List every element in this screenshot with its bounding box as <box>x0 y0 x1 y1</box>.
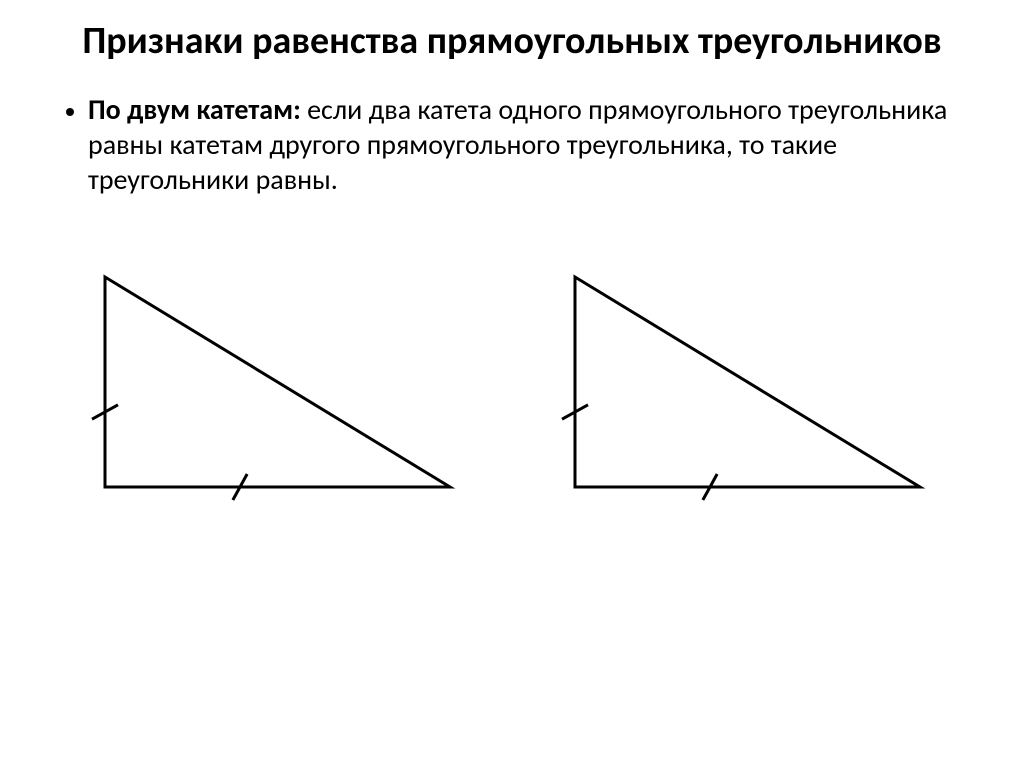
triangle-left <box>80 267 460 507</box>
bullet-dot-icon <box>66 108 74 116</box>
page-title: Признаки равенства прямоугольных треугол… <box>50 20 974 64</box>
bullet-item: По двум катетам: если два катета одного … <box>60 92 974 197</box>
bullet-bold: По двум катетам: <box>88 92 307 127</box>
bullet-text: По двум катетам: если два катета одного … <box>88 92 974 197</box>
triangle-right <box>550 267 930 507</box>
body-text: По двум катетам: если два катета одного … <box>50 92 974 197</box>
figures-row <box>50 267 974 507</box>
slide: Признаки равенства прямоугольных треугол… <box>0 0 1024 767</box>
